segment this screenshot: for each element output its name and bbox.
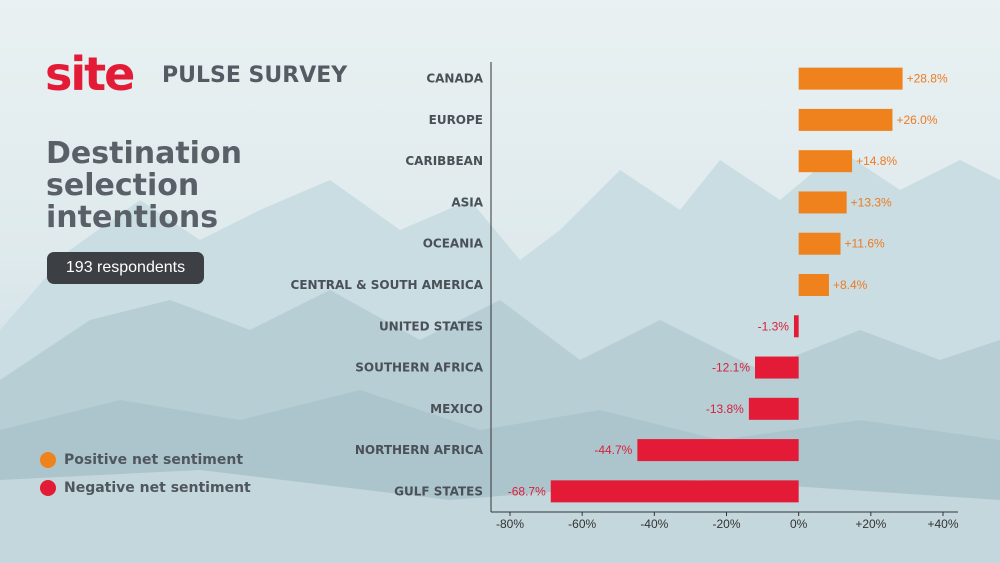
x-tick-label: -80% <box>496 517 524 531</box>
data-label: -13.8% <box>706 402 744 416</box>
bar <box>798 108 893 131</box>
category-label: MEXICO <box>430 402 483 416</box>
category-label: CANADA <box>426 72 483 86</box>
data-label: +28.8% <box>907 72 948 86</box>
category-label: SOUTHERN AFRICA <box>355 361 483 375</box>
x-tick-label: -60% <box>568 517 596 531</box>
data-label: -68.7% <box>508 484 546 498</box>
data-label: +26.0% <box>896 113 937 127</box>
data-label: +14.8% <box>856 154 897 168</box>
x-tick-label: 0% <box>790 517 808 531</box>
category-label: CENTRAL & SOUTH AMERICA <box>291 278 484 292</box>
bar <box>798 150 853 173</box>
data-label: -1.3% <box>758 319 790 333</box>
legend-positive-label: Positive net sentiment <box>64 452 244 468</box>
negative-swatch-icon <box>40 480 56 496</box>
legend-negative-label: Negative net sentiment <box>64 480 251 496</box>
bar <box>793 315 799 338</box>
positive-swatch-icon <box>40 452 56 468</box>
category-label: OCEANIA <box>423 237 484 251</box>
respondents-badge: 193 respondents <box>47 252 204 284</box>
category-label: UNITED STATES <box>379 319 483 333</box>
bar <box>798 232 841 255</box>
bar <box>748 397 799 420</box>
site-logo: site <box>45 47 135 101</box>
bar <box>755 356 799 379</box>
data-label: +8.4% <box>833 278 868 292</box>
bar <box>798 67 903 90</box>
category-label: NORTHERN AFRICA <box>355 443 484 457</box>
category-label: ASIA <box>451 195 483 209</box>
category-label: GULF STATES <box>394 484 483 498</box>
category-label: EUROPE <box>429 113 483 127</box>
legend-positive: Positive net sentiment <box>40 452 243 468</box>
x-tick-label: -20% <box>712 517 740 531</box>
data-label: -12.1% <box>712 361 750 375</box>
x-tick-label: +20% <box>855 517 886 531</box>
bar <box>637 439 799 462</box>
x-tick-label: -40% <box>640 517 668 531</box>
survey-title: PULSE SURVEY <box>162 63 348 88</box>
bar <box>798 191 847 214</box>
bar <box>550 480 799 503</box>
category-label: CARIBBEAN <box>405 154 483 168</box>
page-title: Destination selection intentions <box>46 136 242 235</box>
data-label: +11.6% <box>845 237 885 251</box>
data-label: +13.3% <box>851 195 892 209</box>
data-label: -44.7% <box>594 443 632 457</box>
bar <box>798 274 829 296</box>
legend-negative: Negative net sentiment <box>40 480 251 496</box>
x-tick-label: +40% <box>927 517 958 531</box>
